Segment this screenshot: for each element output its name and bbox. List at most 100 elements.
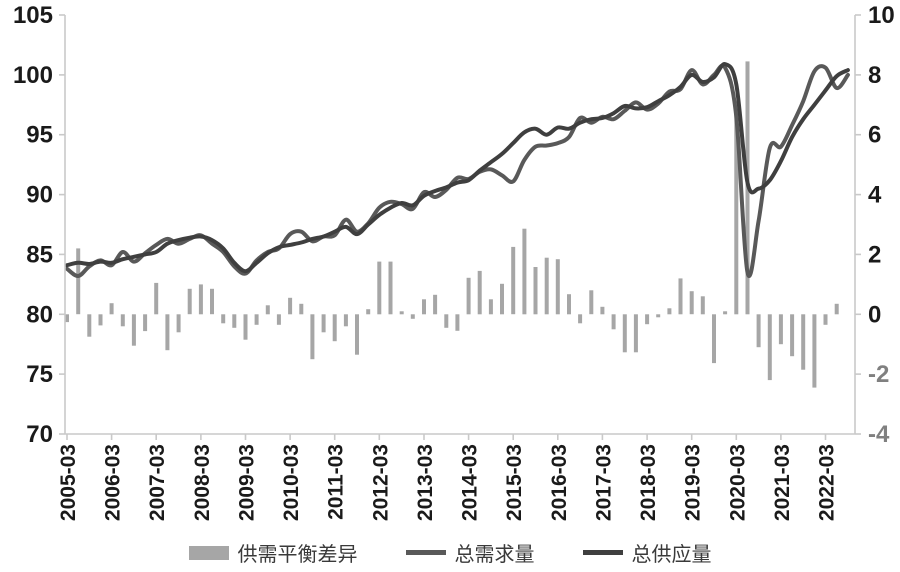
left-axis-label: 75 <box>26 361 53 388</box>
balance-bar <box>555 259 560 315</box>
balance-bar <box>723 311 728 315</box>
x-axis-label: 2019-03 <box>682 444 705 521</box>
balance-bar <box>756 314 761 348</box>
balance-bar <box>254 314 259 325</box>
balance-bar <box>533 267 538 315</box>
legend-label-supply: 总供应量 <box>631 544 712 566</box>
left-axis-label: 90 <box>26 182 53 209</box>
line-swatch-icon <box>405 550 446 555</box>
balance-bar <box>221 314 226 324</box>
x-axis-label: 2015-03 <box>503 444 526 521</box>
x-axis-label: 2005-03 <box>57 444 80 521</box>
balance-bar <box>433 294 438 315</box>
balance-bar <box>143 314 148 332</box>
supply-line <box>65 62 850 274</box>
x-axis-label: 2010-03 <box>280 444 303 521</box>
x-axis-label: 2008-03 <box>191 444 214 521</box>
legend-item-demand: 总需求量 <box>405 538 535 567</box>
balance-bar <box>154 282 159 315</box>
balance-bar <box>700 296 705 315</box>
balance-bar <box>455 314 460 331</box>
balance-bar <box>109 303 114 315</box>
balance-bar <box>589 290 594 315</box>
balance-bar <box>343 314 348 327</box>
balance-bar <box>243 314 248 340</box>
balance-bar <box>288 297 293 315</box>
balance-bar <box>299 303 304 315</box>
x-axis-label: 2018-03 <box>637 444 660 521</box>
balance-bar <box>187 288 192 315</box>
right-axis-label: -4 <box>868 421 890 448</box>
balance-bar <box>645 314 650 325</box>
balance-bar <box>198 284 203 315</box>
balance-bar <box>801 314 806 370</box>
balance-bar <box>276 314 281 325</box>
balance-bar <box>120 314 125 327</box>
balance-bar <box>265 305 270 315</box>
balance-bar <box>410 314 415 319</box>
left-axis-label: 85 <box>26 241 53 268</box>
balance-bar <box>823 314 828 325</box>
demand-line <box>65 63 850 278</box>
x-axis-label: 2007-03 <box>146 444 169 521</box>
legend-item-balance: 供需平衡差异 <box>188 538 358 567</box>
balance-bar <box>567 294 571 315</box>
balance-bar <box>488 299 493 315</box>
balance-bar <box>500 283 504 315</box>
balance-bar <box>511 246 516 315</box>
balance-bar <box>422 299 426 315</box>
balance-bar <box>466 277 471 315</box>
balance-bar <box>165 314 170 351</box>
legend-label-balance: 供需平衡差异 <box>237 544 358 566</box>
balance-bar <box>131 314 136 346</box>
balance-bar <box>399 311 404 315</box>
balance-bar <box>656 314 661 318</box>
balance-bar <box>734 101 739 315</box>
balance-bar <box>622 314 627 353</box>
balance-bar <box>633 314 638 353</box>
x-axis-label: 2011-03 <box>325 444 348 520</box>
balance-bar <box>477 270 482 315</box>
balance-bar <box>611 314 616 330</box>
left-axis-label: 70 <box>26 421 53 448</box>
right-axis-label: 4 <box>868 182 882 209</box>
balance-bar <box>232 314 237 328</box>
left-axis-label: 105 <box>13 2 53 29</box>
x-axis-label: 2012-03 <box>369 444 392 521</box>
x-axis-label: 2017-03 <box>592 444 615 521</box>
balance-bar <box>600 306 605 315</box>
balance-bar <box>310 314 315 360</box>
legend: 供需平衡差异 总需求量 总供应量 <box>0 538 900 567</box>
balance-bar <box>210 288 214 315</box>
bar-swatch-icon <box>188 545 229 560</box>
chart-canvas: 105 100 95 90 85 80 75 70 10 8 6 4 2 0 -2 -4 2005-03 2006… <box>13 2 895 521</box>
balance-bar <box>689 291 694 315</box>
balance-bar <box>678 278 683 315</box>
line-swatch-icon <box>582 550 623 555</box>
x-axis-label: 2013-03 <box>414 444 437 521</box>
balance-bar <box>377 261 382 315</box>
left-axis-label: 80 <box>26 301 53 328</box>
balance-bar <box>176 314 181 333</box>
balance-bar <box>355 314 359 355</box>
balance-bar <box>65 314 69 323</box>
legend-item-supply: 总供应量 <box>582 538 712 567</box>
right-axis-label: -2 <box>868 361 889 388</box>
x-axis-label: 2021-03 <box>771 444 794 521</box>
legend-label-demand: 总需求量 <box>454 544 535 566</box>
balance-bar <box>712 314 716 364</box>
right-axis-label: 0 <box>868 301 881 328</box>
balance-bar <box>98 314 103 326</box>
x-axis-label: 2022-03 <box>816 444 839 521</box>
balance-bar <box>767 314 772 381</box>
right-axis-label: 10 <box>868 2 895 29</box>
balance-bar <box>366 309 371 315</box>
balance-bar <box>834 303 839 315</box>
x-axis-label: 2020-03 <box>726 444 749 521</box>
balance-bar <box>544 257 549 315</box>
x-axis-label: 2014-03 <box>459 444 482 521</box>
right-axis-label: 6 <box>868 122 881 149</box>
balance-bar <box>388 261 393 315</box>
left-axis-label: 95 <box>26 122 53 149</box>
